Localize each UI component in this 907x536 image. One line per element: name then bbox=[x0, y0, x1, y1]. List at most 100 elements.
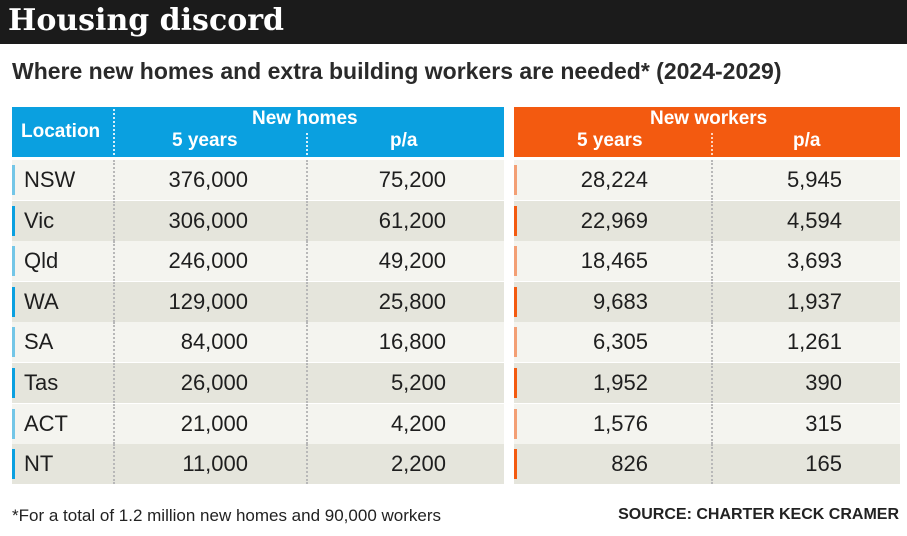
column-divider bbox=[711, 201, 713, 241]
cell-workers-pa: 5,945 bbox=[786, 167, 842, 192]
cell-workers-pa: 165 bbox=[805, 451, 842, 476]
table-row: NSW 376,000 75,200 bbox=[12, 160, 504, 200]
row-accent-bar bbox=[12, 368, 15, 398]
table-row: Qld 246,000 49,200 bbox=[12, 241, 504, 281]
header-homes-pa: p/a bbox=[390, 130, 418, 151]
cell-location: NSW bbox=[24, 167, 76, 192]
cell-workers-5years: 22,969 bbox=[580, 208, 648, 233]
cell-homes-pa: 5,200 bbox=[390, 370, 446, 395]
column-divider bbox=[306, 444, 308, 484]
row-accent-bar bbox=[514, 246, 517, 276]
table-row: 9,683 1,937 bbox=[514, 282, 900, 322]
cell-workers-5years: 28,224 bbox=[580, 167, 648, 192]
column-divider bbox=[306, 160, 308, 200]
row-accent-bar bbox=[514, 287, 517, 317]
cell-workers-pa: 3,693 bbox=[786, 248, 842, 273]
table-row: 1,576 315 bbox=[514, 404, 900, 444]
table-row: Tas 26,000 5,200 bbox=[12, 363, 504, 403]
column-divider bbox=[306, 363, 308, 403]
table-row: 1,952 390 bbox=[514, 363, 900, 403]
table-row: ACT 21,000 4,200 bbox=[12, 404, 504, 444]
cell-location: ACT bbox=[24, 411, 68, 436]
cell-workers-5years: 18,465 bbox=[580, 248, 648, 273]
column-divider bbox=[711, 404, 713, 444]
cell-homes-pa: 25,800 bbox=[378, 289, 446, 314]
header-homes-5years: 5 years bbox=[172, 130, 238, 151]
cell-homes-5years: 11,000 bbox=[182, 451, 248, 476]
column-divider bbox=[113, 160, 115, 200]
column-divider bbox=[113, 444, 115, 484]
cell-homes-5years: 376,000 bbox=[168, 167, 248, 192]
cell-workers-5years: 1,576 bbox=[592, 411, 648, 436]
row-accent-bar bbox=[12, 409, 15, 439]
source-credit: SOURCE: CHARTER KECK CRAMER bbox=[618, 506, 899, 523]
row-accent-bar bbox=[12, 449, 15, 479]
chart-title: Housing discord bbox=[8, 3, 285, 38]
column-divider bbox=[113, 241, 115, 281]
row-accent-bar bbox=[12, 287, 15, 317]
cell-workers-pa: 4,594 bbox=[786, 208, 842, 233]
row-accent-bar bbox=[514, 449, 517, 479]
chart-subtitle: Where new homes and extra building worke… bbox=[12, 58, 782, 84]
header-workers-5years: 5 years bbox=[577, 130, 643, 151]
cell-location: Qld bbox=[24, 248, 59, 273]
title-bar: Housing discord bbox=[0, 0, 907, 44]
header-divider bbox=[113, 109, 115, 155]
table-row: 28,224 5,945 bbox=[514, 160, 900, 200]
header-divider bbox=[711, 133, 713, 155]
footnote: *For a total of 1.2 million new homes an… bbox=[12, 506, 442, 525]
row-accent-bar bbox=[12, 165, 15, 195]
cell-workers-pa: 315 bbox=[805, 411, 842, 436]
row-accent-bar bbox=[514, 368, 517, 398]
cell-location: SA bbox=[24, 329, 54, 354]
column-divider bbox=[306, 241, 308, 281]
header-workers-pa: p/a bbox=[793, 130, 821, 151]
column-divider bbox=[113, 404, 115, 444]
column-divider bbox=[711, 160, 713, 200]
cell-location: Vic bbox=[24, 208, 55, 233]
cell-homes-pa: 61,200 bbox=[378, 208, 446, 233]
cell-workers-pa: 390 bbox=[805, 370, 842, 395]
cell-homes-pa: 4,200 bbox=[390, 411, 446, 436]
table-row: NT 11,000 2,200 bbox=[12, 444, 504, 484]
cell-homes-5years: 21,000 bbox=[180, 411, 248, 436]
column-divider bbox=[306, 282, 308, 322]
cell-homes-pa: 16,800 bbox=[378, 329, 446, 354]
table-row: WA 129,000 25,800 bbox=[12, 282, 504, 322]
cell-homes-5years: 26,000 bbox=[180, 370, 248, 395]
table-row: SA 84,000 16,800 bbox=[12, 322, 504, 362]
header-new-workers-label: New workers bbox=[650, 108, 768, 129]
column-divider bbox=[306, 404, 308, 444]
cell-workers-5years: 1,952 bbox=[592, 370, 648, 395]
column-divider bbox=[113, 282, 115, 322]
row-accent-bar bbox=[12, 206, 15, 236]
cell-homes-5years: 306,000 bbox=[168, 208, 248, 233]
table-row: 6,305 1,261 bbox=[514, 322, 900, 362]
cell-workers-pa: 1,261 bbox=[786, 329, 842, 354]
row-accent-bar bbox=[514, 327, 517, 357]
table-row: 18,465 3,693 bbox=[514, 241, 900, 281]
column-divider bbox=[306, 201, 308, 241]
header-location: Location bbox=[21, 121, 101, 142]
table-row: 22,969 4,594 bbox=[514, 201, 900, 241]
cell-location: Tas bbox=[24, 370, 59, 395]
column-divider bbox=[306, 322, 308, 362]
cell-homes-pa: 2,200 bbox=[390, 451, 446, 476]
row-accent-bar bbox=[514, 206, 517, 236]
row-accent-bar bbox=[12, 327, 15, 357]
header-divider bbox=[306, 133, 308, 155]
cell-homes-5years: 246,000 bbox=[168, 248, 248, 273]
header-new-homes-label: New homes bbox=[252, 108, 358, 129]
cell-workers-5years: 826 bbox=[611, 451, 648, 476]
table-row: Vic 306,000 61,200 bbox=[12, 201, 504, 241]
cell-homes-5years: 84,000 bbox=[180, 329, 248, 354]
column-divider bbox=[711, 322, 713, 362]
row-accent-bar bbox=[514, 409, 517, 439]
column-divider bbox=[711, 363, 713, 403]
header-new-homes: Location New homes 5 years p/a bbox=[12, 107, 504, 157]
column-divider bbox=[113, 201, 115, 241]
cell-workers-pa: 1,937 bbox=[786, 289, 842, 314]
column-divider bbox=[711, 444, 713, 484]
cell-workers-5years: 9,683 bbox=[592, 289, 648, 314]
cell-location: NT bbox=[24, 451, 54, 476]
